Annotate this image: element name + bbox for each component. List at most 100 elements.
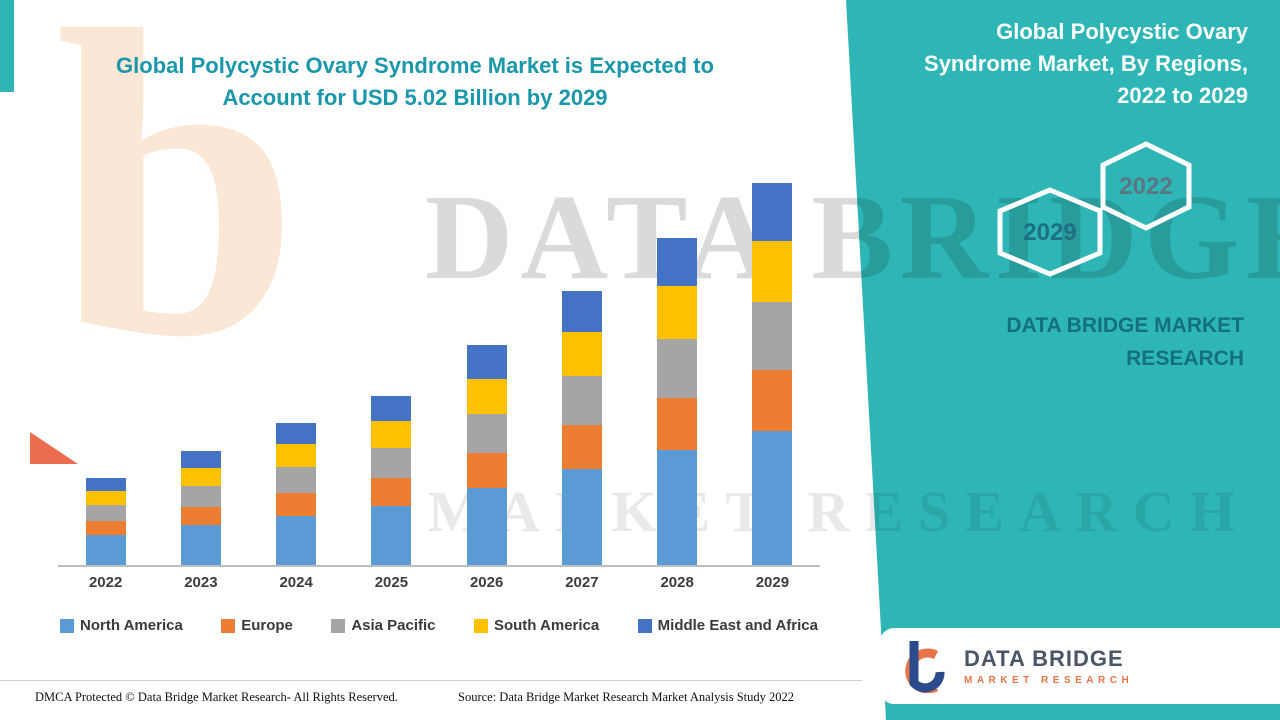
bar-segment-north-america <box>180 524 221 565</box>
bar-column-2026 <box>439 172 534 565</box>
bar-segment-asia-pacific <box>371 447 412 479</box>
legend-swatch <box>473 618 488 633</box>
bar-stack <box>180 451 221 565</box>
bar-segment-asia-pacific <box>180 486 221 507</box>
bar-segment-south-america <box>752 241 793 303</box>
legend-swatch <box>221 618 236 633</box>
bar-segment-middle-east-and-africa <box>85 478 126 492</box>
bar-segment-middle-east-and-africa <box>276 422 317 445</box>
bar-segment-asia-pacific <box>561 375 602 426</box>
bar-segment-north-america <box>752 431 793 565</box>
bar-segment-europe <box>371 478 412 506</box>
logo-box: DATA BRIDGE MARKET RESEARCH <box>880 628 1280 704</box>
bar-segment-europe <box>466 453 507 489</box>
bar-column-2023 <box>153 172 248 565</box>
logo-name: DATA BRIDGE <box>964 646 1124 671</box>
bar-segment-north-america <box>371 505 412 565</box>
chart-title-line2: Account for USD 5.02 Billion by 2029 <box>222 84 608 110</box>
bar-segment-middle-east-and-africa <box>657 237 698 287</box>
hexagon-2029-outline <box>997 187 1103 277</box>
chart-title-line1: Global Polycystic Ovary Syndrome Market … <box>116 53 714 78</box>
x-axis-label: 2025 <box>374 574 409 591</box>
bar-segment-europe <box>85 520 126 535</box>
data-bridge-logo-icon <box>905 641 945 693</box>
bar-segment-middle-east-and-africa <box>466 345 507 379</box>
bar-column-2029 <box>725 172 820 565</box>
hexagon-2022-outline <box>1100 141 1192 231</box>
legend-swatch <box>637 618 652 633</box>
legend-swatch <box>331 618 346 633</box>
legend-item: North America <box>60 617 183 634</box>
hexagon-2022-label: 2022 <box>1119 173 1172 200</box>
bar-segment-north-america <box>466 488 507 565</box>
legend-label: South America <box>493 617 600 634</box>
bar-segment-south-america <box>466 378 507 414</box>
bar-segment-south-america <box>276 444 317 468</box>
bar-segment-asia-pacific <box>752 302 793 371</box>
x-axis-label: 2024 <box>279 574 313 591</box>
chart-title: Global Polycystic Ovary Syndrome Market … <box>85 50 745 114</box>
bar-segment-europe <box>657 397 698 451</box>
side-panel-title: Global Polycystic Ovary Syndrome Market,… <box>924 19 1248 108</box>
logo-navy-stroke <box>909 641 945 693</box>
bar-column-2024 <box>249 172 344 565</box>
legend-label: Europe <box>241 617 293 634</box>
footer: DMCA Protected © Data Bridge Market Rese… <box>0 680 862 720</box>
bar-segment-north-america <box>85 534 126 565</box>
bar-stack <box>466 345 507 565</box>
bar-segment-asia-pacific <box>276 467 317 493</box>
bar-segment-asia-pacific <box>657 338 698 398</box>
bar-segment-south-america <box>85 491 126 505</box>
hexagon-2029-label: 2029 <box>1023 219 1076 246</box>
bar-stack <box>276 422 317 565</box>
bar-segment-north-america <box>657 450 698 565</box>
legend-item: Europe <box>221 617 293 634</box>
legend-swatch <box>60 618 74 633</box>
legend-label: Middle East and Africa <box>657 617 818 634</box>
bar-column-2025 <box>344 172 439 565</box>
bar-segment-middle-east-and-africa <box>180 451 221 468</box>
bar-stack <box>752 183 793 565</box>
bar-segment-south-america <box>657 286 698 339</box>
x-axis-label: 2029 <box>755 574 790 591</box>
chart-legend: North America Europe Asia Pacific South Ame… <box>60 617 818 634</box>
bar-segment-asia-pacific <box>85 504 126 521</box>
legend-item: Middle East and Africa <box>637 617 818 634</box>
bar-column-2027 <box>534 172 629 565</box>
triangle-accent <box>30 432 78 464</box>
legend-label: Asia Pacific <box>351 617 436 634</box>
x-axis-label: 2026 <box>469 574 504 591</box>
bar-segment-europe <box>276 492 317 516</box>
source-note: Source: Data Bridge Market Research Mark… <box>458 690 795 704</box>
bar-stack <box>85 478 126 565</box>
x-axis-label: 2022 <box>88 574 123 591</box>
logo-texts: DATA BRIDGE MARKET RESEARCH <box>964 646 1133 686</box>
stacked-bar-chart <box>58 172 820 567</box>
bar-segment-europe <box>561 425 602 470</box>
x-axis-labels: 2022 2023 2024 2025 2026 2027 2028 2029 <box>58 574 820 591</box>
brand-text: DATA BRIDGE MARKET RESEARCH <box>1006 314 1244 370</box>
bar-segment-south-america <box>371 420 412 448</box>
bar-segment-middle-east-and-africa <box>561 291 602 332</box>
bar-segment-north-america <box>561 469 602 565</box>
bar-segment-middle-east-and-africa <box>752 183 793 242</box>
legend-item: South America <box>473 617 600 634</box>
top-left-accent-bar <box>0 0 14 92</box>
year-hexagons: 2029 2022 <box>997 141 1192 277</box>
bar-segment-south-america <box>561 331 602 376</box>
bar-column-2028 <box>630 172 725 565</box>
logo-tagline: MARKET RESEARCH <box>964 675 1134 686</box>
bar-stack <box>561 291 602 565</box>
bar-segment-europe <box>180 506 221 525</box>
bar-segment-north-america <box>276 515 317 565</box>
bar-segment-middle-east-and-africa <box>371 396 412 421</box>
bar-column-2022 <box>58 172 153 565</box>
x-axis-label: 2027 <box>565 574 599 591</box>
x-axis-label: 2023 <box>184 574 218 591</box>
legend-item: Asia Pacific <box>331 617 436 634</box>
bar-segment-south-america <box>180 467 221 487</box>
bar-stack <box>657 237 698 565</box>
bar-segment-europe <box>752 370 793 432</box>
